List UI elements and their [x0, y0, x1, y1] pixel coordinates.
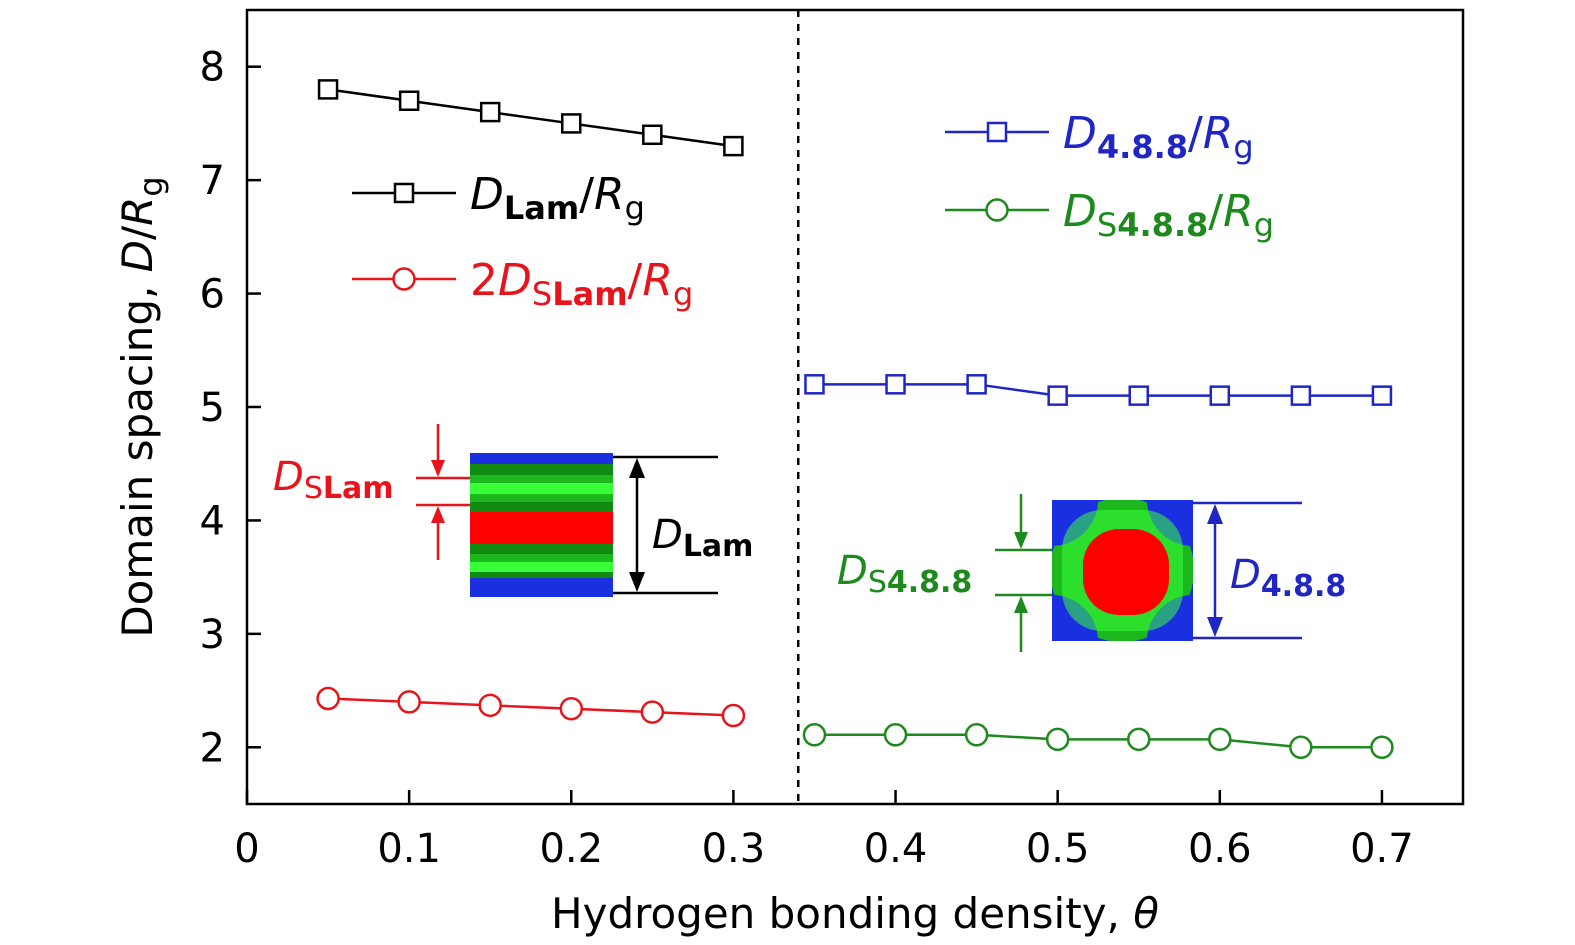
x-tick-label: 0.5 [1026, 826, 1090, 872]
data-point [642, 124, 663, 146]
data-point [723, 135, 744, 157]
data-point [1290, 385, 1312, 406]
y-tick-label: 8 [200, 45, 225, 91]
x-tick-label: 0.7 [1350, 826, 1414, 872]
series-0 [317, 79, 744, 157]
legend-marker [985, 198, 1009, 222]
data-point [964, 723, 989, 747]
data-point [640, 700, 665, 724]
data-point [966, 374, 987, 395]
tetragonal-inner-label: DS4.8.8 [837, 548, 972, 600]
legend-entry-1: 2DSLam/Rg [352, 255, 693, 313]
y-tick-label: 3 [200, 612, 225, 658]
data-point [802, 723, 827, 747]
legend-label: DS4.8.8/Rg [1063, 186, 1274, 244]
lamellar-outer-label: DLam [652, 512, 753, 564]
data-point [885, 374, 906, 395]
data-point [559, 696, 584, 721]
series-line [814, 383, 1382, 397]
data-point [1047, 385, 1068, 406]
x-tick-label: 0 [234, 826, 259, 872]
series-line [814, 733, 1382, 749]
lamellar-inset: DLam DSLam [273, 424, 753, 597]
y-tick-label: 4 [200, 498, 225, 544]
data-point [1126, 727, 1151, 752]
legend-marker [393, 182, 415, 204]
lamellar-stripes [470, 453, 613, 597]
x-tick-label: 0.6 [1188, 826, 1252, 872]
x-tick-label: 0.2 [539, 826, 603, 872]
data-point [1370, 735, 1394, 760]
series-3 [802, 723, 1394, 760]
y-tick-label: 7 [200, 158, 225, 204]
tetragonal-inset: D4.8.8 DS4.8.8 [837, 494, 1346, 652]
x-tick-label: 0.1 [377, 826, 441, 872]
series-1 [316, 686, 746, 728]
data-point [1209, 385, 1231, 406]
legend-entry-3: DS4.8.8/Rg [945, 186, 1274, 244]
data-point [316, 686, 340, 711]
legend-marker [986, 121, 1008, 143]
data-point [1371, 385, 1393, 406]
data-point [398, 90, 420, 111]
x-tick-label: 0.4 [864, 826, 928, 872]
y-tick-label: 5 [200, 385, 225, 431]
x-axis-title: Hydrogen bonding density, θ [551, 889, 1159, 938]
y-tick-label: 6 [200, 272, 225, 318]
lamellar-inner-label: DSLam [273, 454, 393, 506]
legend-entry-0: DLam/Rg [352, 169, 645, 227]
data-point [721, 703, 746, 728]
data-point [1289, 735, 1313, 760]
data-point [479, 101, 501, 123]
series-line [327, 88, 734, 148]
legend-entry-2: D4.8.8/Rg [945, 108, 1254, 166]
legend-label: 2DSLam/Rg [470, 255, 693, 313]
data-point [478, 693, 502, 718]
legend-marker [392, 267, 416, 291]
series-2 [804, 374, 1393, 406]
plot-frame [245, 8, 1465, 806]
series-line [328, 697, 734, 717]
data-point [1045, 727, 1070, 752]
data-point [883, 723, 908, 747]
data-point [561, 113, 582, 134]
tetragonal-outer-label: D4.8.8 [1230, 552, 1346, 604]
data-point [1128, 385, 1149, 406]
y-tick-label: 2 [200, 725, 225, 771]
legend-label: D4.8.8/Rg [1063, 108, 1254, 166]
data-point [804, 374, 825, 395]
legend-label: DLam/Rg [470, 169, 645, 227]
x-tick-label: 0.3 [702, 826, 766, 872]
data-point [397, 690, 421, 714]
y-axis-title: Domain spacing, D/Rg [113, 176, 170, 637]
data-point [1208, 727, 1232, 752]
data-point [317, 79, 339, 100]
